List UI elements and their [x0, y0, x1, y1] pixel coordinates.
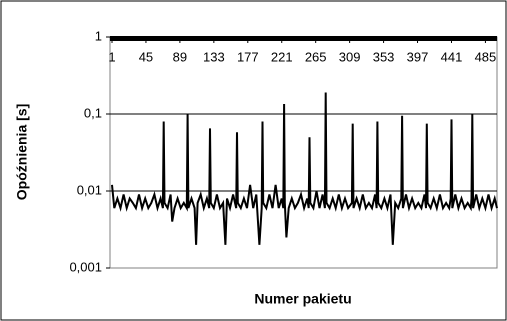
x-tick-label: 397: [407, 49, 429, 64]
data-line: [111, 92, 498, 245]
plot-area: [109, 36, 498, 269]
x-tick-label: 221: [271, 49, 293, 64]
y-tick-label: 0,1: [84, 105, 102, 120]
x-tick-label: 177: [237, 49, 259, 64]
x-tick-label: 265: [305, 49, 327, 64]
x-tick-label: 1: [108, 49, 115, 64]
x-tick-label: 133: [203, 49, 225, 64]
x-tick-label: 441: [441, 49, 463, 64]
x-tick-label: 485: [475, 49, 497, 64]
y-tick-label: 1: [95, 28, 102, 43]
x-tick-label: 89: [173, 49, 187, 64]
x-tick-label: 45: [139, 49, 153, 64]
y-tick-label: 0,001: [69, 259, 102, 274]
category-axis-band: [110, 36, 497, 41]
x-tick-label: 353: [373, 49, 395, 64]
x-axis-title: Numer pakietu: [254, 291, 351, 307]
y-tick-label: 0,01: [77, 182, 102, 197]
y-axis-title: Opóźnienia [s]: [14, 104, 30, 200]
x-tick-label: 309: [339, 49, 361, 64]
